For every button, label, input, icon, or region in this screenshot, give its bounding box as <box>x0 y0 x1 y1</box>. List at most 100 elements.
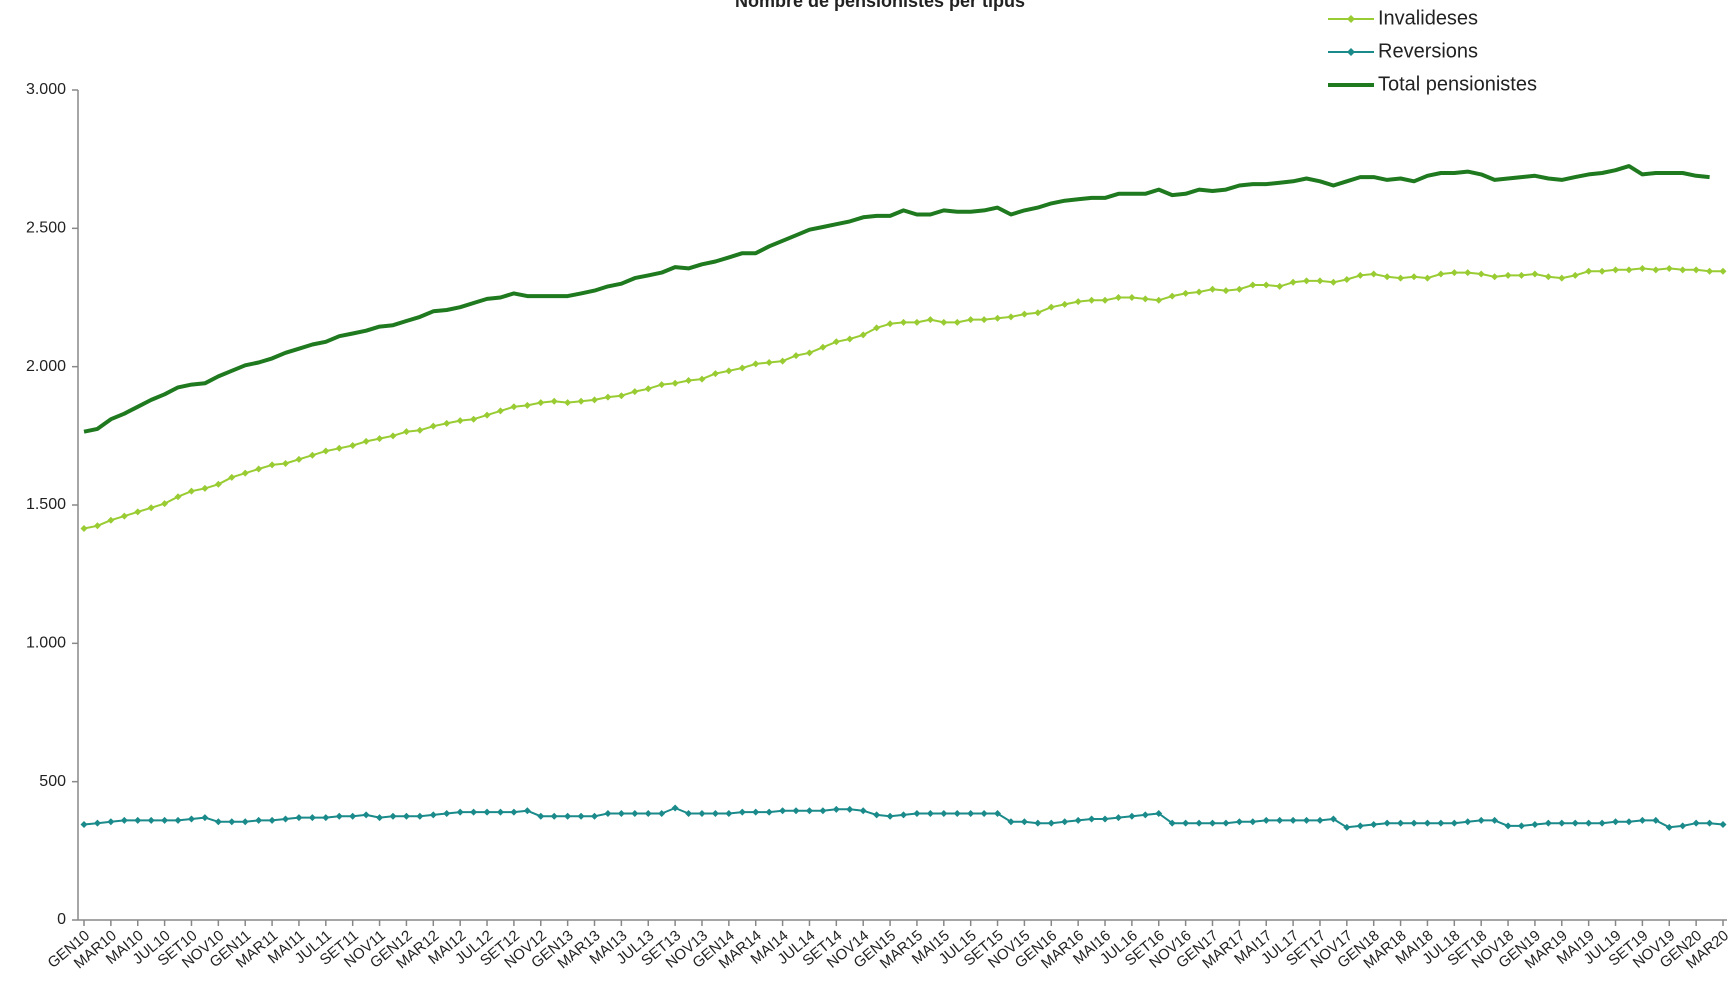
point-marker <box>1289 816 1297 824</box>
point-marker <box>1235 818 1243 826</box>
point-marker <box>1262 816 1270 824</box>
point-marker <box>1410 273 1418 281</box>
point-marker <box>1249 281 1257 289</box>
point-marker <box>322 447 330 455</box>
point-marker <box>389 812 397 820</box>
point-marker <box>174 493 182 501</box>
point-marker <box>711 809 719 817</box>
point-marker <box>779 357 787 365</box>
point-marker <box>1249 818 1257 826</box>
point-marker <box>1182 289 1190 297</box>
point-marker <box>241 469 249 477</box>
point-marker <box>1437 270 1445 278</box>
point-marker <box>1370 821 1378 829</box>
point-marker <box>671 379 679 387</box>
point-marker <box>308 451 316 459</box>
point-marker <box>255 816 263 824</box>
point-marker <box>1370 270 1378 278</box>
point-marker <box>873 811 881 819</box>
point-marker <box>241 818 249 826</box>
point-marker <box>1061 300 1069 308</box>
point-marker <box>1598 819 1606 827</box>
point-marker <box>685 809 693 817</box>
point-marker <box>926 316 934 324</box>
point-marker <box>1517 271 1525 279</box>
point-marker <box>134 816 142 824</box>
point-marker <box>120 816 128 824</box>
point-marker <box>523 807 531 815</box>
point-marker <box>1088 815 1096 823</box>
point-marker <box>1665 264 1673 272</box>
point-marker <box>1007 313 1015 321</box>
y-tick-label: 0 <box>57 911 66 928</box>
point-marker <box>496 407 504 415</box>
point-marker <box>1625 818 1633 826</box>
point-marker <box>456 808 464 816</box>
point-marker <box>416 426 424 434</box>
point-marker <box>671 804 679 812</box>
point-marker <box>644 385 652 393</box>
point-marker <box>1343 276 1351 284</box>
point-marker <box>698 809 706 817</box>
point-marker <box>1585 267 1593 275</box>
point-marker <box>913 809 921 817</box>
point-marker <box>228 473 236 481</box>
point-marker <box>510 808 518 816</box>
point-marker <box>80 525 88 533</box>
point-marker <box>1383 819 1391 827</box>
point-marker <box>376 814 384 822</box>
point-marker <box>873 324 881 332</box>
point-marker <box>295 455 303 463</box>
point-marker <box>268 816 276 824</box>
point-marker <box>1679 822 1687 830</box>
point-marker <box>886 320 894 328</box>
point-marker <box>537 812 545 820</box>
point-marker <box>1155 296 1163 304</box>
point-marker <box>859 331 867 339</box>
point-marker <box>1477 816 1485 824</box>
point-marker <box>1316 277 1324 285</box>
point-marker <box>402 812 410 820</box>
point-marker <box>1531 821 1539 829</box>
y-tick-label: 2.000 <box>26 358 66 375</box>
point-marker <box>1034 819 1042 827</box>
point-marker <box>805 349 813 357</box>
point-marker <box>1652 816 1660 824</box>
point-marker <box>282 460 290 467</box>
point-marker <box>1343 823 1351 831</box>
point-marker <box>1088 296 1096 304</box>
point-marker <box>1558 819 1566 827</box>
point-marker <box>1303 277 1311 285</box>
point-marker <box>537 399 545 407</box>
point-marker <box>1141 811 1149 819</box>
point-marker <box>1114 294 1122 301</box>
point-marker <box>214 818 222 826</box>
point-marker <box>470 808 478 816</box>
point-marker <box>1168 292 1176 300</box>
point-marker <box>1423 819 1431 827</box>
point-marker <box>456 417 464 425</box>
point-marker <box>591 396 599 404</box>
point-marker <box>725 367 733 375</box>
series-line <box>83 164 1710 434</box>
point-marker <box>967 809 975 817</box>
point-marker <box>1303 816 1311 824</box>
point-marker <box>389 432 397 440</box>
point-marker <box>604 393 612 401</box>
point-marker <box>201 814 209 822</box>
point-marker <box>1464 269 1472 277</box>
point-marker <box>308 814 316 822</box>
point-marker <box>496 808 504 816</box>
point-marker <box>295 814 303 822</box>
point-marker <box>738 364 746 372</box>
point-marker <box>980 316 988 324</box>
point-marker <box>1007 818 1015 826</box>
point-marker <box>805 807 813 815</box>
point-marker <box>738 808 746 816</box>
point-marker <box>322 814 330 822</box>
point-marker <box>631 809 639 817</box>
point-marker <box>1450 269 1458 277</box>
point-marker <box>214 480 222 488</box>
point-marker <box>1061 818 1069 826</box>
